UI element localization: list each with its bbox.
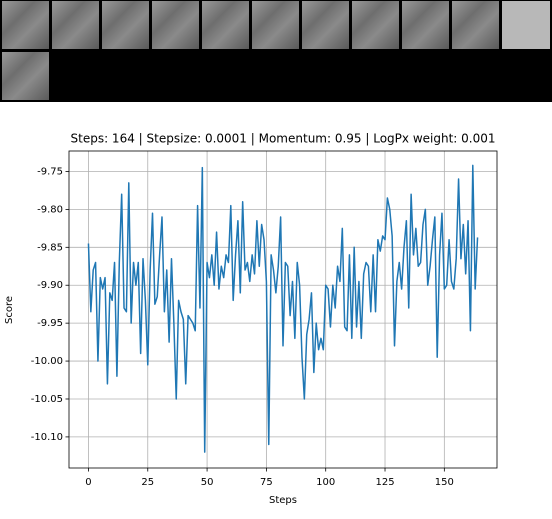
x-axis-label: Steps — [269, 495, 297, 506]
thumbnail — [252, 1, 299, 49]
x-tick-label: 150 — [435, 477, 454, 488]
x-tick-label: 25 — [141, 477, 154, 488]
y-tick-label: -10.00 — [31, 356, 63, 367]
x-tick-label: 50 — [201, 477, 214, 488]
x-tick-label: 75 — [260, 477, 273, 488]
chart-title: Steps: 164 | Stepsize: 0.0001 | Momentum… — [71, 132, 496, 146]
x-tick-label: 100 — [316, 477, 335, 488]
y-axis-label: Score — [4, 296, 15, 324]
thumbnail — [152, 1, 199, 49]
line — [87, 164, 479, 453]
y-tick-label: -9.75 — [37, 166, 63, 177]
x-tick-label: 0 — [85, 477, 91, 488]
thumbnail — [102, 1, 149, 49]
y-tick-label: -9.85 — [37, 242, 63, 253]
thumbnails — [2, 1, 550, 100]
thumbnail — [2, 1, 49, 49]
plot-frame — [68, 150, 498, 469]
y-tick-label: -9.90 — [37, 280, 63, 291]
thumbnail — [2, 52, 49, 100]
y-tick-label: -9.95 — [37, 318, 63, 329]
thumbnail — [302, 1, 349, 49]
thumbnail — [502, 1, 550, 49]
thumbnail — [452, 1, 499, 49]
x-tick-label: 125 — [375, 477, 394, 488]
thumbnail — [402, 1, 449, 49]
y-tick-label: -9.80 — [37, 204, 63, 215]
y-tick-label: -10.05 — [31, 394, 63, 405]
thumbnail — [352, 1, 399, 49]
y-tick-label: -10.10 — [31, 432, 63, 443]
thumbnail — [52, 1, 99, 49]
thumbnail — [202, 1, 249, 49]
